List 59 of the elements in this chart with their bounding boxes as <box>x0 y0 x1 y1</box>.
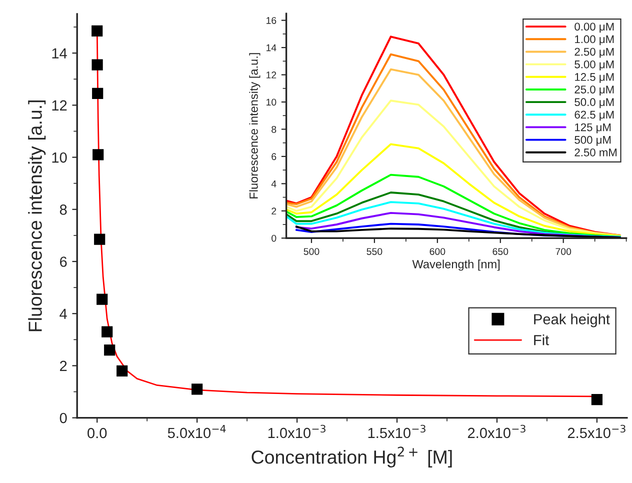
legend-label: 12.5 μM <box>575 73 614 83</box>
point <box>94 234 106 245</box>
legend-label: 5.00 μM <box>574 60 614 70</box>
y-tick-label: 12 <box>52 100 67 110</box>
y-tick-label: 8 <box>272 126 276 133</box>
y-tick-label: 12 <box>266 72 276 78</box>
y-tick-label: 6 <box>60 256 67 267</box>
legend-label: 25.0 μM <box>574 86 614 96</box>
y-tick-label: 0 <box>272 234 276 242</box>
legend-label: 2.50 mM <box>574 148 617 156</box>
line-series <box>286 174 621 238</box>
point <box>104 344 116 356</box>
point <box>92 149 104 160</box>
x-axis-title: Concentration Hg$^{2+}$ [M] <box>252 446 452 468</box>
y-tick-label: 8 <box>60 204 67 215</box>
legend-label: 0.00 μM <box>574 22 614 33</box>
y-tick-label: 10 <box>266 98 276 106</box>
x-tick-label: 5.0x10$^{−4}$ <box>168 424 226 438</box>
y-tick-label: 14 <box>266 44 276 52</box>
x-tick-label: 700 <box>556 248 572 255</box>
point <box>92 59 103 70</box>
line-series <box>286 201 621 238</box>
legend-label: 2.50 μM <box>574 48 614 58</box>
point <box>116 365 128 376</box>
point <box>591 394 603 406</box>
legend-label: 50.0 μM <box>574 98 614 108</box>
x-tick-label: 600 <box>430 248 446 255</box>
x-axis-title: Wavelength [nm] <box>412 260 500 271</box>
legend-label: Fit <box>534 334 550 346</box>
x-tick-label: 1.0x10$^{−3}$ <box>268 424 326 438</box>
legend-label: 500 μM <box>574 136 611 146</box>
point <box>192 384 203 395</box>
x-tick-label: 0.0 <box>88 428 107 438</box>
y-tick-label: 16 <box>266 17 276 24</box>
y-tick-label: 2 <box>272 208 276 214</box>
point <box>102 326 113 338</box>
y-axis-title: Fluorescence intensity [a.u.] <box>249 53 260 198</box>
y-axis-title: Fluorescence intensity [a.u.] <box>28 100 46 332</box>
x-tick-label: 650 <box>492 248 508 255</box>
point <box>92 88 104 100</box>
point <box>96 294 108 305</box>
point <box>92 25 103 36</box>
y-tick-label: 6 <box>272 153 276 160</box>
legend-label: 1.00 μM <box>575 35 614 46</box>
line-series <box>295 226 621 238</box>
x-tick-label: 500 <box>304 248 320 255</box>
legend-label: 125 μM <box>575 123 611 134</box>
x-tick-label: 2.0x10$^{−3}$ <box>468 424 526 438</box>
x-tick-label: 550 <box>366 248 382 255</box>
legend-label: Peak height <box>534 314 610 328</box>
x-tick-label: 2.5x10$^{−3}$ <box>568 424 626 438</box>
y-tick-label: 2 <box>60 360 67 371</box>
x-tick-label: 1.5x10$^{−3}$ <box>368 424 426 438</box>
y-tick-label: 4 <box>60 308 67 319</box>
y-tick-label: 4 <box>271 180 276 188</box>
y-tick-label: 10 <box>52 152 67 163</box>
legend-label: 62.5 μM <box>574 110 614 121</box>
y-tick-label: 14 <box>52 48 67 58</box>
y-tick-label: 0 <box>60 412 67 424</box>
